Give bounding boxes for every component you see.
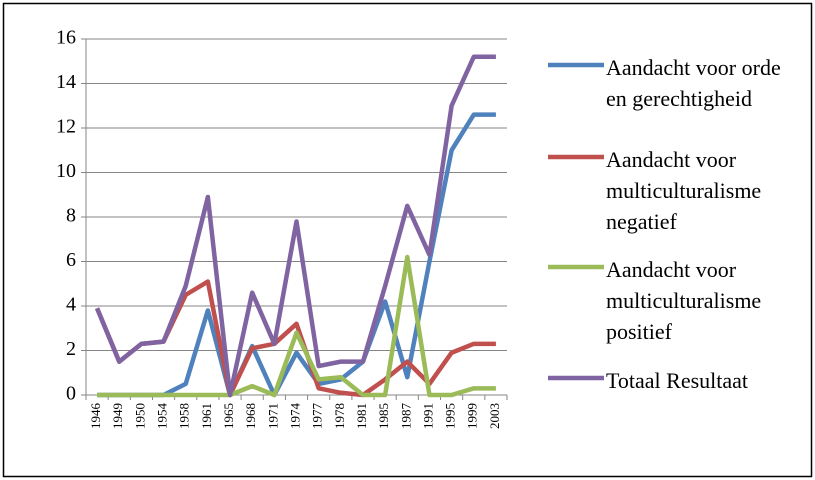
y-tick-label: 10	[56, 160, 76, 182]
series-line	[97, 254, 496, 398]
y-tick-label: 4	[66, 294, 76, 316]
y-tick-label: 0	[66, 383, 76, 405]
x-tick-label: 1977	[310, 403, 325, 430]
legend-label: Totaal Resultaat	[606, 368, 749, 393]
legend-label: Aandacht voor orde en gerechtigheid	[606, 55, 781, 111]
y-tick-label: 6	[66, 249, 76, 271]
legend-label: Aandacht voor multiculturalisme positief	[606, 257, 762, 344]
x-tick-label: 1987	[398, 403, 413, 430]
x-tick-label: 1961	[199, 403, 214, 429]
x-tick-label: 1958	[177, 403, 192, 429]
y-tick-label: 2	[66, 338, 76, 360]
x-tick-label: 1981	[354, 403, 369, 429]
series-line	[95, 54, 496, 398]
x-tick-label: 1995	[443, 403, 458, 429]
x-tick-label: 1974	[287, 403, 302, 430]
y-tick-label: 12	[56, 116, 76, 138]
x-tick-label: 1954	[155, 403, 170, 430]
x-tick-label: 1991	[420, 403, 435, 429]
y-tick-label: 8	[66, 205, 76, 227]
x-tick-label: 1978	[332, 403, 347, 429]
x-tick-label: 1971	[265, 403, 280, 429]
x-tick-label: 1999	[465, 403, 480, 429]
x-tick-label: 1946	[88, 403, 103, 430]
x-tick-label: 1968	[243, 403, 258, 429]
x-tick-label: 1965	[221, 403, 236, 429]
x-tick-label: 1949	[110, 403, 125, 429]
x-tick-label: 2003	[487, 403, 502, 429]
x-tick-label: 1985	[376, 403, 391, 429]
x-tick-label: 1950	[132, 403, 147, 429]
y-tick-label: 14	[56, 71, 76, 93]
legend-label: Aandacht voor multiculturalisme negatief	[606, 147, 762, 234]
y-tick-label: 16	[56, 27, 76, 49]
